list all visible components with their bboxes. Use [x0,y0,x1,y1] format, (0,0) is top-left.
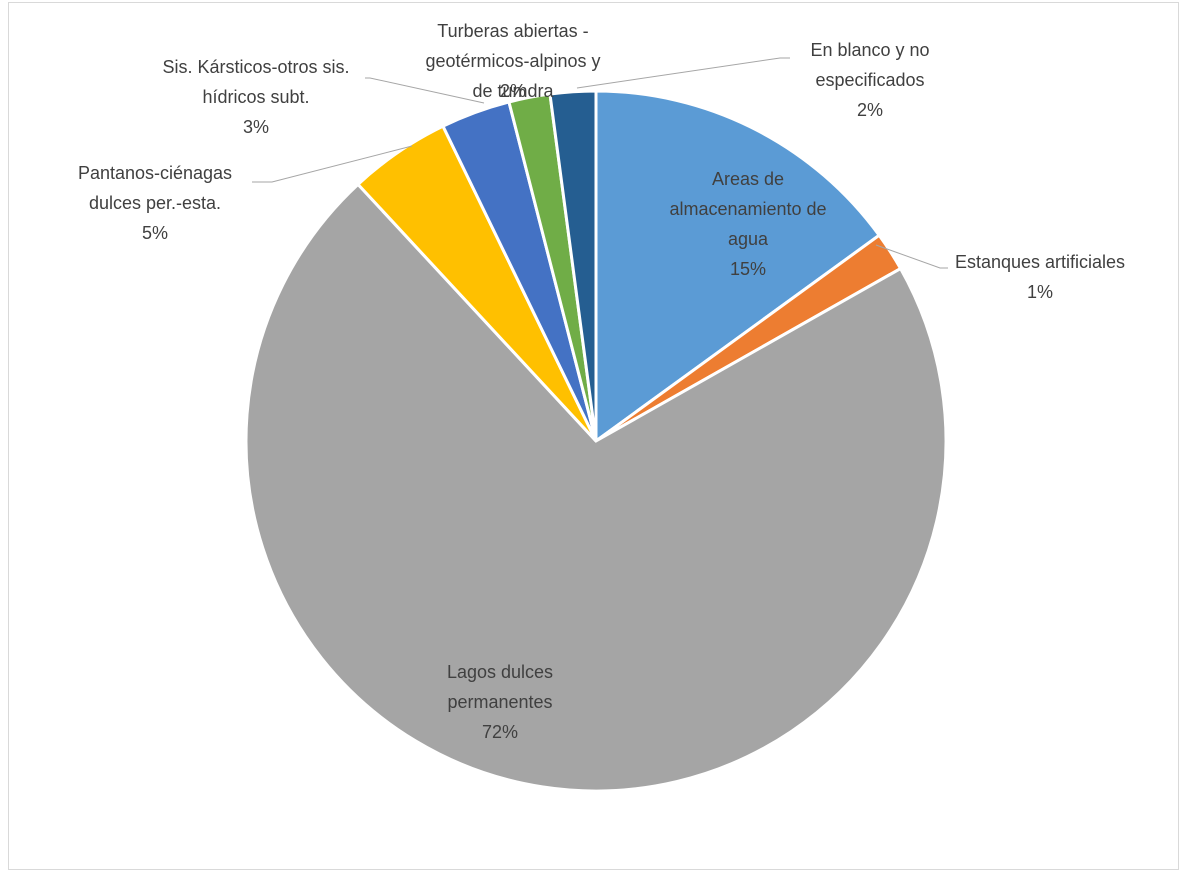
data-label: Estanques artificiales 1% [955,247,1125,307]
data-label-percent: 15% [729,259,767,279]
data-label-name: Lagos dulces [446,662,554,682]
data-label-name: almacenamiento de [669,199,827,219]
data-label-percent: 1% [1026,282,1053,302]
leader-line [875,244,948,269]
data-label-name: especificados [815,70,925,90]
data-label-name: de tumdra [472,81,554,101]
leader-line [576,57,790,89]
data-label-percent: 2% [856,100,883,120]
data-label: Sis. Kársticos-otros sis. hídricos subt. 3… [162,52,349,142]
pie-slice [594,89,882,444]
data-label-name: geotérmicos-alpinos y [425,51,601,71]
data-label-name: dulces per.-esta. [88,193,222,213]
data-label: Areas de almacenamiento de agua 15% [669,164,826,284]
data-label-name: agua [727,229,769,249]
data-label-name: hídricos subt. [202,87,310,107]
data-label-name: Turberas abiertas - [437,21,589,41]
leader-line [365,77,485,104]
data-label-percent: 3% [242,117,270,137]
data-label: Pantanos-ciénagas dulces per.-esta. 5% [78,158,232,248]
data-label-name: Sis. Kársticos-otros sis. [162,57,350,77]
data-label-name: Areas de [711,169,785,189]
data-label-percent: 72% [481,722,519,742]
data-label-name: En blanco y no [810,40,930,60]
data-label-name: permanentes [447,692,553,712]
data-label: En blanco y no especificados 2% [810,35,929,125]
data-label: Turberas abiertas - geotérmicos-alpinos y… [425,16,600,106]
leader-line [252,145,413,183]
data-label-name: Pantanos-ciénagas [77,163,233,183]
data-label: Lagos dulces permanentes 72% [447,657,553,747]
data-label-percent: 5% [141,223,169,243]
data-label-name: Estanques artificiales [954,252,1126,272]
data-label-percent: 2% [499,81,527,101]
pie-slice [244,182,948,793]
pie-slice [548,89,598,442]
